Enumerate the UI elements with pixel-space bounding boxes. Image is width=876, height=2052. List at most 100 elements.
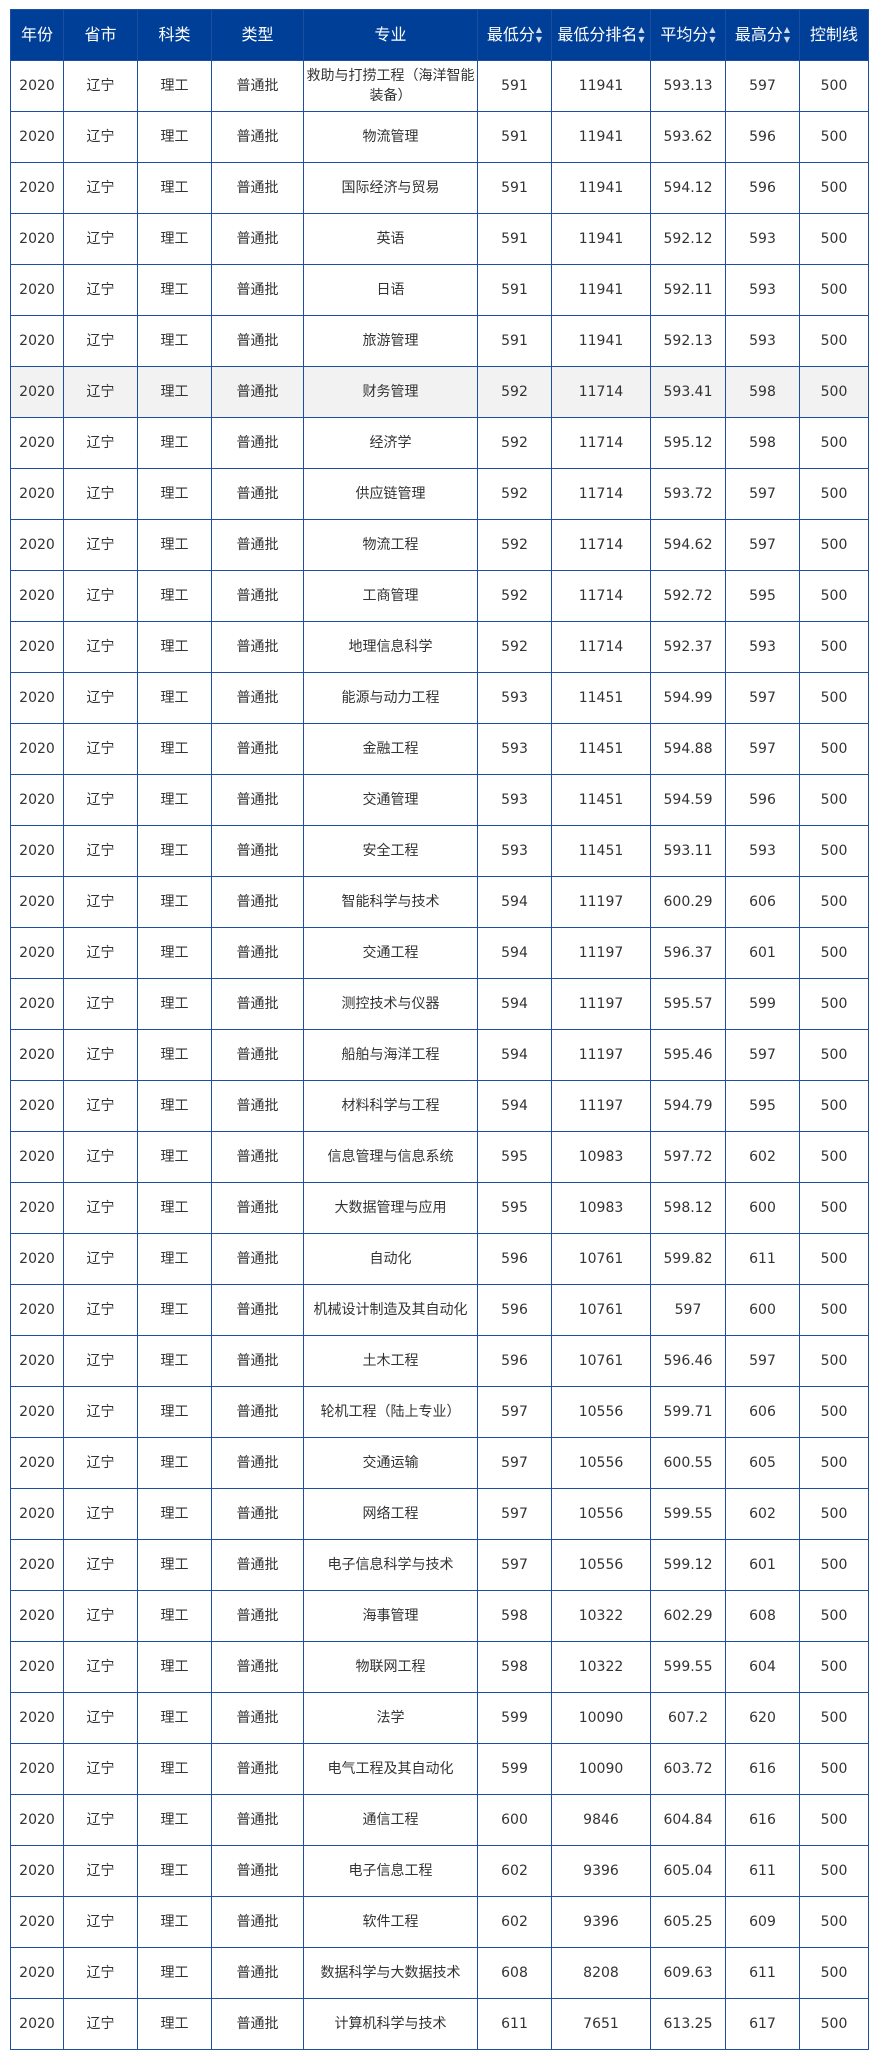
cell-control-line: 500 [799,1590,869,1642]
table-row: 2020 辽宁 理工 普通批 交通运输 597 10556 600.55 605 500 [10,1437,869,1489]
cell-min-score: 600 [477,1794,552,1846]
cell-control-line: 500 [799,468,869,520]
cell-min-rank: 8208 [551,1947,651,1999]
cell-batch: 普通批 [211,1947,304,1999]
header-label: 省市 [84,25,117,45]
cell-min-rank: 11714 [551,468,651,520]
cell-min-rank: 10761 [551,1284,651,1336]
sort-icon[interactable]: ▲ ▼ [709,25,715,45]
cell-year: 2020 [10,1284,64,1336]
cell-major: 海事管理 [303,1590,478,1642]
table-row: 2020 辽宁 理工 普通批 英语 591 11941 592.12 593 500 [10,213,869,265]
sort-up-icon[interactable]: ▲ [783,25,791,35]
cell-category: 理工 [137,1284,212,1336]
sort-up-icon[interactable]: ▲ [709,25,716,35]
cell-province: 辽宁 [63,774,138,826]
header-min-rank[interactable]: 最低分排名 ▲ ▼ [551,9,651,61]
cell-avg-score: 604.84 [650,1794,726,1846]
cell-control-line: 500 [799,723,869,775]
cell-min-score: 599 [477,1743,552,1795]
cell-batch: 普通批 [211,876,304,928]
cell-max-score: 604 [725,1641,800,1693]
cell-min-score: 595 [477,1131,552,1183]
cell-max-score: 597 [725,468,800,520]
cell-category: 理工 [137,1539,212,1591]
cell-control-line: 500 [799,672,869,724]
cell-category: 理工 [137,1794,212,1846]
cell-province: 辽宁 [63,468,138,520]
cell-min-score: 599 [477,1692,552,1744]
cell-major: 交通管理 [303,774,478,826]
table-row: 2020 辽宁 理工 普通批 工商管理 592 11714 592.72 595 500 [10,570,869,622]
cell-min-rank: 11197 [551,927,651,979]
cell-province: 辽宁 [63,1641,138,1693]
cell-major: 法学 [303,1692,478,1744]
cell-max-score: 605 [725,1437,800,1489]
cell-province: 辽宁 [63,1437,138,1489]
header-avg-score[interactable]: 平均分 ▲ ▼ [650,9,726,61]
cell-min-score: 608 [477,1947,552,1999]
cell-batch: 普通批 [211,315,304,367]
cell-min-rank: 9846 [551,1794,651,1846]
cell-min-rank: 11197 [551,1029,651,1081]
cell-control-line: 500 [799,162,869,214]
cell-batch: 普通批 [211,1233,304,1285]
cell-batch: 普通批 [211,825,304,877]
table-row: 2020 辽宁 理工 普通批 土木工程 596 10761 596.46 597 500 [10,1335,869,1387]
cell-year: 2020 [10,672,64,724]
cell-category: 理工 [137,1131,212,1183]
cell-min-rank: 11941 [551,60,651,112]
cell-category: 理工 [137,213,212,265]
sort-down-icon[interactable]: ▼ [535,35,543,45]
cell-max-score: 606 [725,876,800,928]
cell-control-line: 500 [799,1182,869,1234]
cell-major: 供应链管理 [303,468,478,520]
cell-batch: 普通批 [211,60,304,112]
cell-category: 理工 [137,162,212,214]
sort-down-icon[interactable]: ▼ [709,35,716,45]
cell-avg-score: 594.12 [650,162,726,214]
cell-control-line: 500 [799,366,869,418]
cell-batch: 普通批 [211,1743,304,1795]
sort-down-icon[interactable]: ▼ [638,35,645,45]
cell-min-score: 593 [477,672,552,724]
cell-province: 辽宁 [63,519,138,571]
cell-major: 材料科学与工程 [303,1080,478,1132]
sort-icon[interactable]: ▲ ▼ [638,25,644,45]
cell-category: 理工 [137,315,212,367]
cell-category: 理工 [137,1488,212,1540]
sort-up-icon[interactable]: ▲ [638,25,645,35]
cell-batch: 普通批 [211,366,304,418]
cell-control-line: 500 [799,1743,869,1795]
cell-batch: 普通批 [211,264,304,316]
cell-major: 安全工程 [303,825,478,877]
cell-avg-score: 613.25 [650,1998,726,2050]
cell-category: 理工 [137,1590,212,1642]
header-province: 省市 [63,9,138,61]
cell-major: 测控技术与仪器 [303,978,478,1030]
cell-province: 辽宁 [63,1590,138,1642]
cell-category: 理工 [137,1998,212,2050]
table-header-row: 年份 省市 科类 类型 专业 最低分 ▲ ▼ 最低分排名 ▲ ▼ 平均分 ▲ ▼ 最高分 ▲ ▼ 控制线 [10,9,869,61]
sort-icon[interactable]: ▲ ▼ [784,25,790,45]
cell-batch: 普通批 [211,162,304,214]
header-min-score[interactable]: 最低分 ▲ ▼ [477,9,552,61]
table-row: 2020 辽宁 理工 普通批 计算机科学与技术 611 7651 613.25 617 500 [10,1998,869,2050]
cell-max-score: 600 [725,1182,800,1234]
sort-up-icon[interactable]: ▲ [535,25,543,35]
cell-province: 辽宁 [63,927,138,979]
sort-down-icon[interactable]: ▼ [783,35,791,45]
cell-min-rank: 10556 [551,1437,651,1489]
header-label: 控制线 [809,25,858,45]
sort-icon[interactable]: ▲ ▼ [536,25,542,45]
header-label: 科类 [158,25,191,45]
cell-province: 辽宁 [63,1743,138,1795]
cell-min-score: 594 [477,978,552,1030]
table-row: 2020 辽宁 理工 普通批 交通管理 593 11451 594.59 596 500 [10,774,869,826]
cell-year: 2020 [10,1488,64,1540]
cell-max-score: 597 [725,519,800,571]
cell-year: 2020 [10,1896,64,1948]
cell-category: 理工 [137,927,212,979]
header-max-score[interactable]: 最高分 ▲ ▼ [725,9,800,61]
cell-min-rank: 7651 [551,1998,651,2050]
